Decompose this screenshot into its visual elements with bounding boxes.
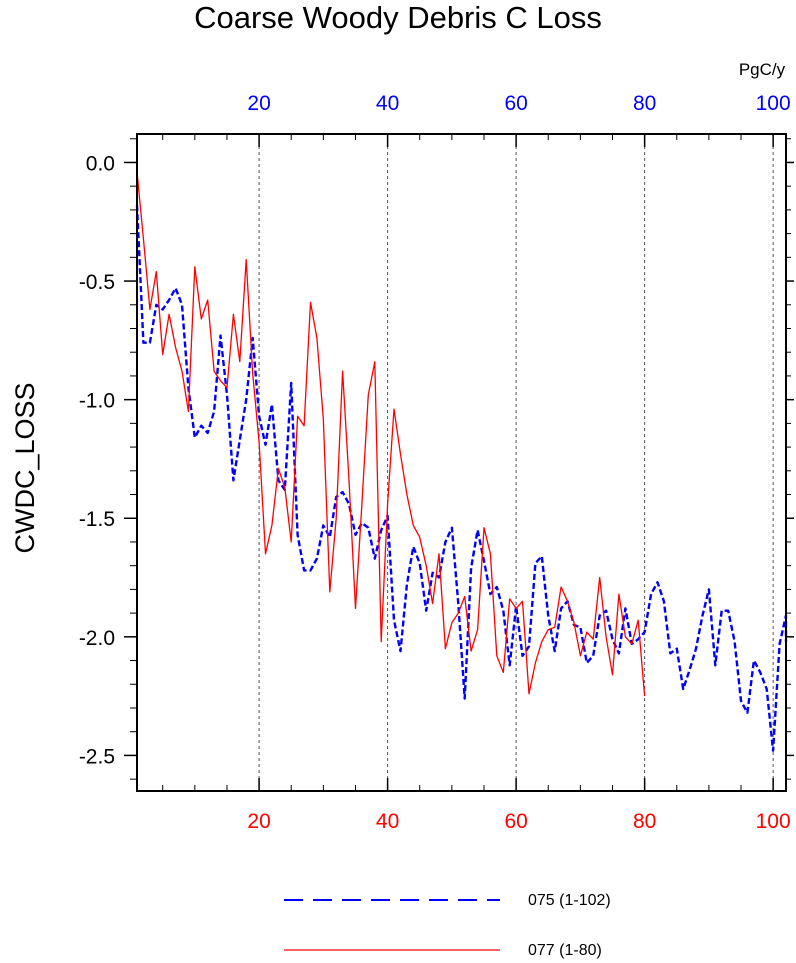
units-label: PgC/y — [739, 60, 786, 79]
grid-layer — [258, 134, 774, 791]
y-tick-label: -2.0 — [79, 627, 115, 650]
x-tick-label-top: 80 — [633, 92, 656, 115]
series-line-075 — [135, 205, 788, 752]
y-tick-label: -1.5 — [79, 508, 115, 531]
series-line-077 — [136, 171, 646, 697]
x-tick-label-bottom: 80 — [633, 810, 656, 833]
plot-frame — [136, 133, 787, 792]
y-tick-label: -2.5 — [79, 745, 115, 768]
legend: 075 (1-102) 077 (1-80) — [284, 892, 611, 959]
y-axis-label: CWDC_LOSS — [10, 382, 40, 553]
series-layer — [135, 171, 788, 752]
x-tick-label-top: 100 — [756, 92, 791, 115]
y-tick-label: -0.5 — [79, 271, 115, 294]
x-tick-label-top: 20 — [247, 92, 270, 115]
y-tick-label: 0.0 — [86, 152, 115, 175]
x-tick-label-top: 60 — [504, 92, 527, 115]
x-tick-label-bottom: 60 — [504, 810, 527, 833]
x-tick-label-bottom: 20 — [247, 810, 270, 833]
legend-label-075: 075 (1-102) — [528, 892, 611, 909]
x-tick-label-bottom: 100 — [756, 810, 791, 833]
chart-title: Coarse Woody Debris C Loss — [194, 0, 602, 35]
x-tick-label-top: 40 — [376, 92, 399, 115]
legend-label-077: 077 (1-80) — [528, 942, 602, 959]
y-tick-label: -1.0 — [79, 390, 115, 413]
x-tick-label-bottom: 40 — [376, 810, 399, 833]
axes-layer: 0.0 -0.5 -1.0 -1.5 -2.0 -2.5 20 40 60 80 100 20 40 60… — [79, 92, 794, 833]
